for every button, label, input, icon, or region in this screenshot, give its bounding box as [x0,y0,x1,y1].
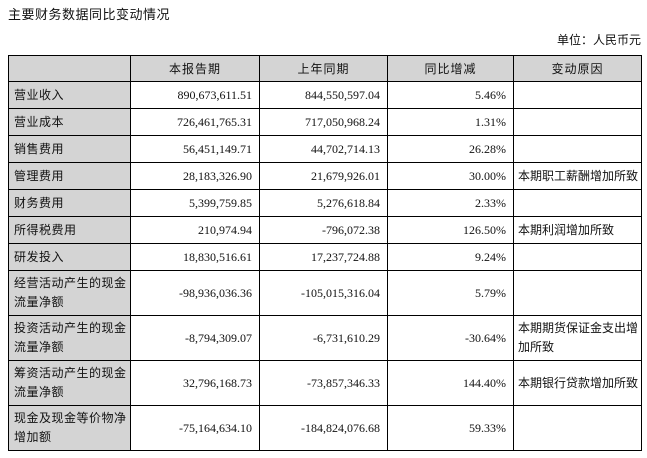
current-period-value: -8,794,309.07 [130,315,260,361]
column-header: 变动原因 [513,55,642,82]
table-row: 营业成本 726,461,765.31 717,050,968.24 1.31% [8,108,642,136]
current-period-value: 18,830,516.61 [130,243,260,271]
table-row: 投资活动产生的现金流量净额 -8,794,309.07 -6,731,610.29-… [8,315,642,361]
column-header: 本报告期 [130,55,260,82]
table-row: 财务费用 5,399,759.85 5,276,618.84 2.33% [8,189,642,217]
current-period-value: 5,399,759.85 [130,189,260,217]
financial-data-table: 本报告期 上年同期 同比增减 变动原因 营业收入 890,673,611.51 844,5… [8,55,642,451]
yoy-change-value: 2.33% [387,189,514,217]
table-row: 管理费用 28,183,326.90 21,679,926.01 30.00% 本期职工… [8,162,642,190]
column-header: 同比增减 [387,55,514,82]
current-period-value: 56,451,149.71 [130,135,260,163]
change-reason [513,243,642,271]
table-row: 研发投入 18,830,516.61 17,237,724.88 9.24% [8,243,642,271]
change-reason: 本期职工薪酬增加所致 [513,162,642,190]
change-reason: 本期利润增加所致 [513,216,642,244]
current-period-value: 32,796,168.73 [130,360,260,406]
change-reason [513,270,642,316]
yoy-change-value: 5.46% [387,81,514,109]
prior-period-value: 717,050,968.24 [259,108,388,136]
prior-period-value: 17,237,724.88 [259,243,388,271]
current-period-value: -98,936,036.36 [130,270,260,316]
yoy-change-value: 9.24% [387,243,514,271]
row-label: 投资活动产生的现金流量净额 [8,315,131,361]
current-period-value: 210,974.94 [130,216,260,244]
row-label: 经营活动产生的现金流量净额 [8,270,131,316]
change-reason [513,135,642,163]
row-label: 营业收入 [8,81,131,109]
change-reason [513,405,642,451]
prior-period-value: -184,824,076.68 [259,405,388,451]
row-label: 财务费用 [8,189,131,217]
current-period-value: 890,673,611.51 [130,81,260,109]
change-reason: 本期期货保证金支出增加所致 [513,315,642,361]
prior-period-value: -73,857,346.33 [259,360,388,406]
prior-period-value: -796,072.38 [259,216,388,244]
table-row: 所得税费用 210,974.94 -796,072.38 126.50% 本期利润增加所… [8,216,642,244]
current-period-value: -75,164,634.10 [130,405,260,451]
yoy-change-value: 26.28% [387,135,514,163]
yoy-change-value: 30.00% [387,162,514,190]
yoy-change-value: 5.79% [387,270,514,316]
prior-period-value: -6,731,610.29 [259,315,388,361]
prior-period-value: 844,550,597.04 [259,81,388,109]
table-row: 销售费用 56,451,149.71 44,702,714.13 26.28% [8,135,642,163]
row-label: 研发投入 [8,243,131,271]
current-period-value: 726,461,765.31 [130,108,260,136]
currency-unit-label: 单位：人民币元 [556,33,641,47]
page-title: 主要财务数据同比变动情况 [8,7,171,22]
yoy-change-value: 1.31% [387,108,514,136]
yoy-change-value: -30.64% [387,315,514,361]
column-header: 上年同期 [259,55,388,82]
prior-period-value: -105,015,316.04 [259,270,388,316]
table-row: 营业收入 890,673,611.51 844,550,597.04 5.46% [8,81,642,109]
column-header [8,55,131,82]
prior-period-value: 5,276,618.84 [259,189,388,217]
change-reason: 本期银行贷款增加所致 [513,360,642,406]
yoy-change-value: 144.40% [387,360,514,406]
change-reason [513,81,642,109]
row-label: 销售费用 [8,135,131,163]
change-reason [513,189,642,217]
yoy-change-value: 126.50% [387,216,514,244]
row-label: 筹资活动产生的现金流量净额 [8,360,131,406]
row-label: 现金及现金等价物净增加额 [8,405,131,451]
prior-period-value: 21,679,926.01 [259,162,388,190]
table-row: 经营活动产生的现金流量净额 -98,936,036.36 -105,015,316.… [8,270,642,316]
row-label: 管理费用 [8,162,131,190]
current-period-value: 28,183,326.90 [130,162,260,190]
row-label: 所得税费用 [8,216,131,244]
table-row: 现金及现金等价物净增加额 -75,164,634.10 -184,824,076.6… [8,405,642,451]
row-label: 营业成本 [8,108,131,136]
yoy-change-value: 59.33% [387,405,514,451]
table-row: 筹资活动产生的现金流量净额 32,796,168.73 -73,857,346.33… [8,360,642,406]
change-reason [513,108,642,136]
table-header-row: 本报告期 上年同期 同比增减 变动原因 [8,55,642,82]
prior-period-value: 44,702,714.13 [259,135,388,163]
table-body: 营业收入 890,673,611.51 844,550,597.04 5.46% 营业成… [8,81,642,451]
